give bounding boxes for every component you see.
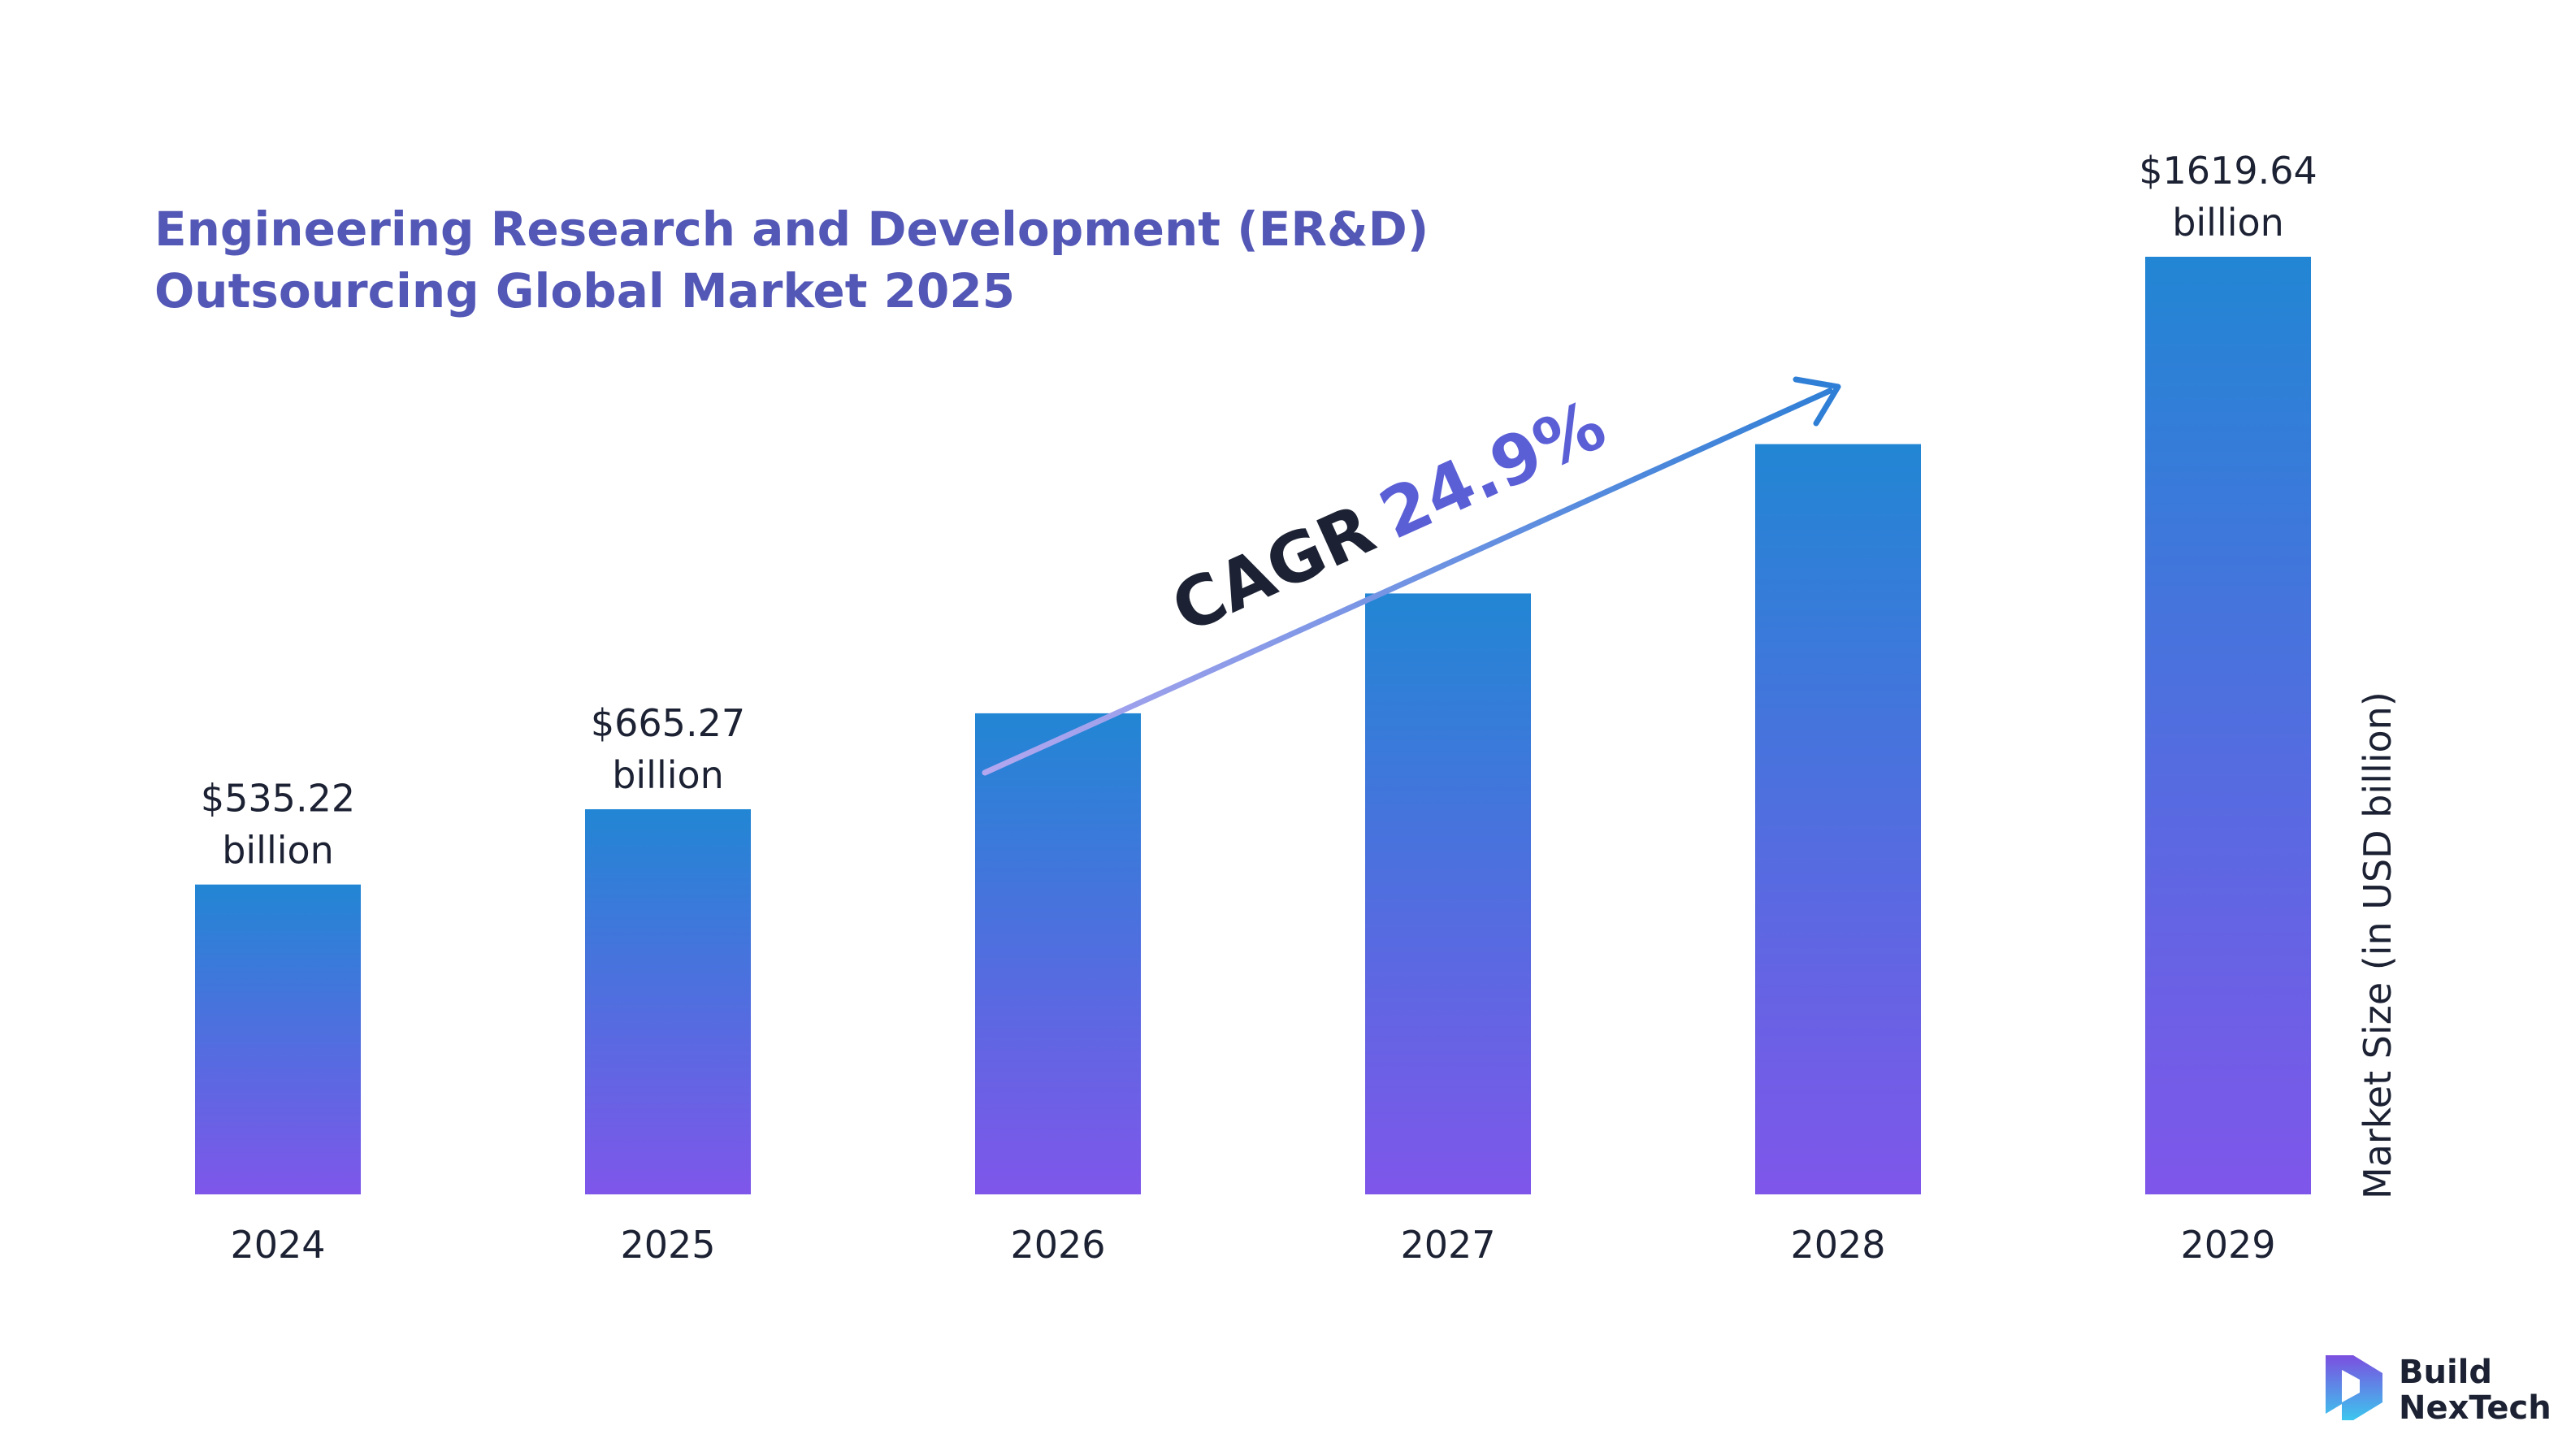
value-label-2029-amount: $1619.64 <box>2139 149 2317 193</box>
brand-name-line-2: NexTech <box>2399 1389 2551 1427</box>
bar-2029 <box>2145 257 2311 1194</box>
bar-2028 <box>1755 444 1921 1194</box>
cagr-label: CAGR <box>1160 489 1386 648</box>
x-tick-2026: 2026 <box>1010 1223 1105 1267</box>
value-label-2024-unit: billion <box>222 829 334 873</box>
x-tick-2027: 2027 <box>1400 1223 1495 1267</box>
value-label-2024-amount: $535.22 <box>201 777 355 821</box>
bar-2026 <box>975 713 1141 1194</box>
value-label-2025-unit: billion <box>612 753 724 797</box>
brand-name-line-1: Build <box>2399 1354 2492 1391</box>
bar-2025 <box>585 808 751 1194</box>
y-axis-label: Market Size (in USD billion) <box>2356 691 2400 1199</box>
bars-group: 2024 $535.22 billion 2025 $665.27 billion 2026… <box>195 149 2317 1267</box>
cagr-arrow-line <box>982 388 1833 776</box>
chart-title-line-2: Outsourcing Global Market 2025 <box>154 263 1015 318</box>
logo-mark-inner-icon <box>2342 1370 2360 1402</box>
x-tick-2028: 2028 <box>1790 1223 1885 1267</box>
x-tick-2024: 2024 <box>230 1223 325 1267</box>
value-label-2029-unit: billion <box>2172 201 2284 245</box>
cagr-value: 24.9% <box>1368 384 1617 554</box>
brand-logo: Build NexTech <box>2326 1354 2551 1427</box>
bar-2024 <box>195 884 361 1194</box>
cagr-arrow-head <box>1793 376 1841 427</box>
x-tick-2025: 2025 <box>620 1223 715 1267</box>
value-label-2025-amount: $665.27 <box>591 701 745 745</box>
chart-title-line-1: Engineering Research and Development (ER… <box>154 202 1429 257</box>
bar-2027 <box>1365 593 1531 1194</box>
x-tick-2029: 2029 <box>2180 1223 2275 1267</box>
